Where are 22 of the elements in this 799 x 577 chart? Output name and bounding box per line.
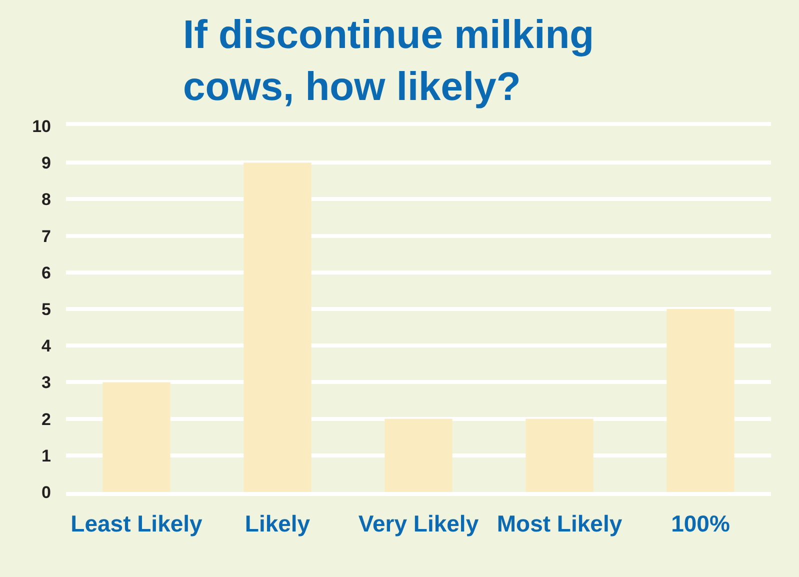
x-tick-label: 100%	[671, 510, 730, 537]
x-tick-label: Very Likely	[358, 510, 479, 537]
bar	[666, 309, 734, 492]
bar	[244, 162, 312, 492]
y-tick-label: 0	[42, 482, 51, 502]
y-tick-label: 8	[42, 190, 51, 210]
y-tick-label: 10	[32, 116, 51, 136]
bar	[384, 418, 452, 492]
x-tick-label: Likely	[244, 510, 310, 537]
y-tick-label: 1	[42, 446, 51, 466]
x-tick-label: Most Likely	[496, 510, 622, 537]
bar	[102, 382, 170, 492]
y-tick-label: 9	[42, 154, 51, 173]
y-tick-label: 6	[42, 263, 51, 282]
bar	[526, 418, 594, 492]
y-tick-label: 3	[42, 373, 51, 392]
y-tick-label: 7	[42, 226, 51, 246]
y-tick-label: 2	[42, 410, 51, 429]
y-tick-label: 4	[42, 336, 52, 356]
x-tick-label: Least Likely	[70, 510, 203, 537]
y-tick-label: 5	[42, 300, 51, 319]
chart-title: If discontinue milking cows, how likely?	[182, 13, 594, 109]
